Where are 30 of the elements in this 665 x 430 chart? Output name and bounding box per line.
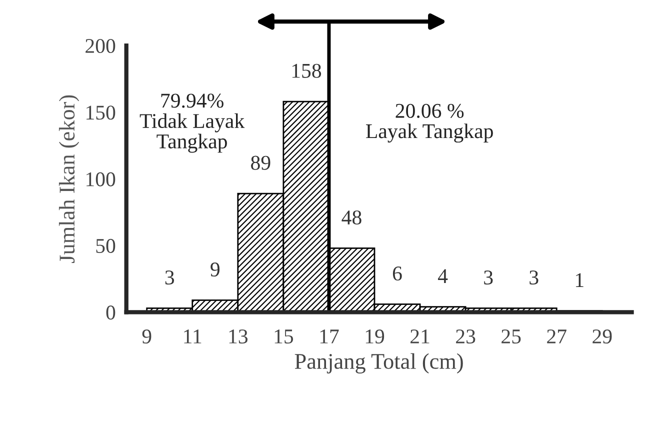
data-label: 3	[165, 270, 174, 285]
x-axis-title: Panjang Total (cm)	[294, 353, 463, 374]
x-tick-label: 11	[184, 330, 202, 344]
data-label: 3	[530, 270, 538, 285]
data-label: 6	[392, 266, 402, 281]
data-label: 4	[438, 269, 448, 283]
x-tick-label: 27	[547, 330, 566, 344]
annotation: 20.06 % Layak Tangkap	[366, 104, 493, 143]
x-tick-label: 21	[410, 330, 430, 344]
data-label: 3	[484, 270, 493, 285]
y-tick-label: 100	[86, 172, 116, 186]
y-tick-label: 50	[96, 238, 116, 253]
x-tick-label: 15	[274, 330, 294, 344]
data-label: 89	[251, 156, 270, 170]
x-tick-label: 23	[456, 330, 476, 344]
data-label: 9	[210, 262, 220, 277]
data-label: 48	[342, 210, 362, 225]
y-tick-label: 150	[86, 106, 116, 120]
x-tick-label: 9	[142, 330, 152, 344]
y-tick-label: 200	[86, 38, 116, 54]
annotation: 79.94% Tidak Layak Tangkap	[140, 94, 245, 153]
y-tick-label: 0	[106, 306, 116, 320]
data-label: 1	[576, 273, 584, 287]
data-label: 158	[292, 64, 322, 78]
x-tick-label: 19	[366, 330, 384, 344]
x-tick-label: 29	[592, 330, 612, 344]
x-tick-label: 17	[320, 330, 339, 344]
x-tick-label: 13	[229, 330, 248, 344]
y-axis-title: Jumlah Ikan (ekor)	[58, 95, 80, 263]
x-tick-label: 25	[502, 330, 521, 344]
